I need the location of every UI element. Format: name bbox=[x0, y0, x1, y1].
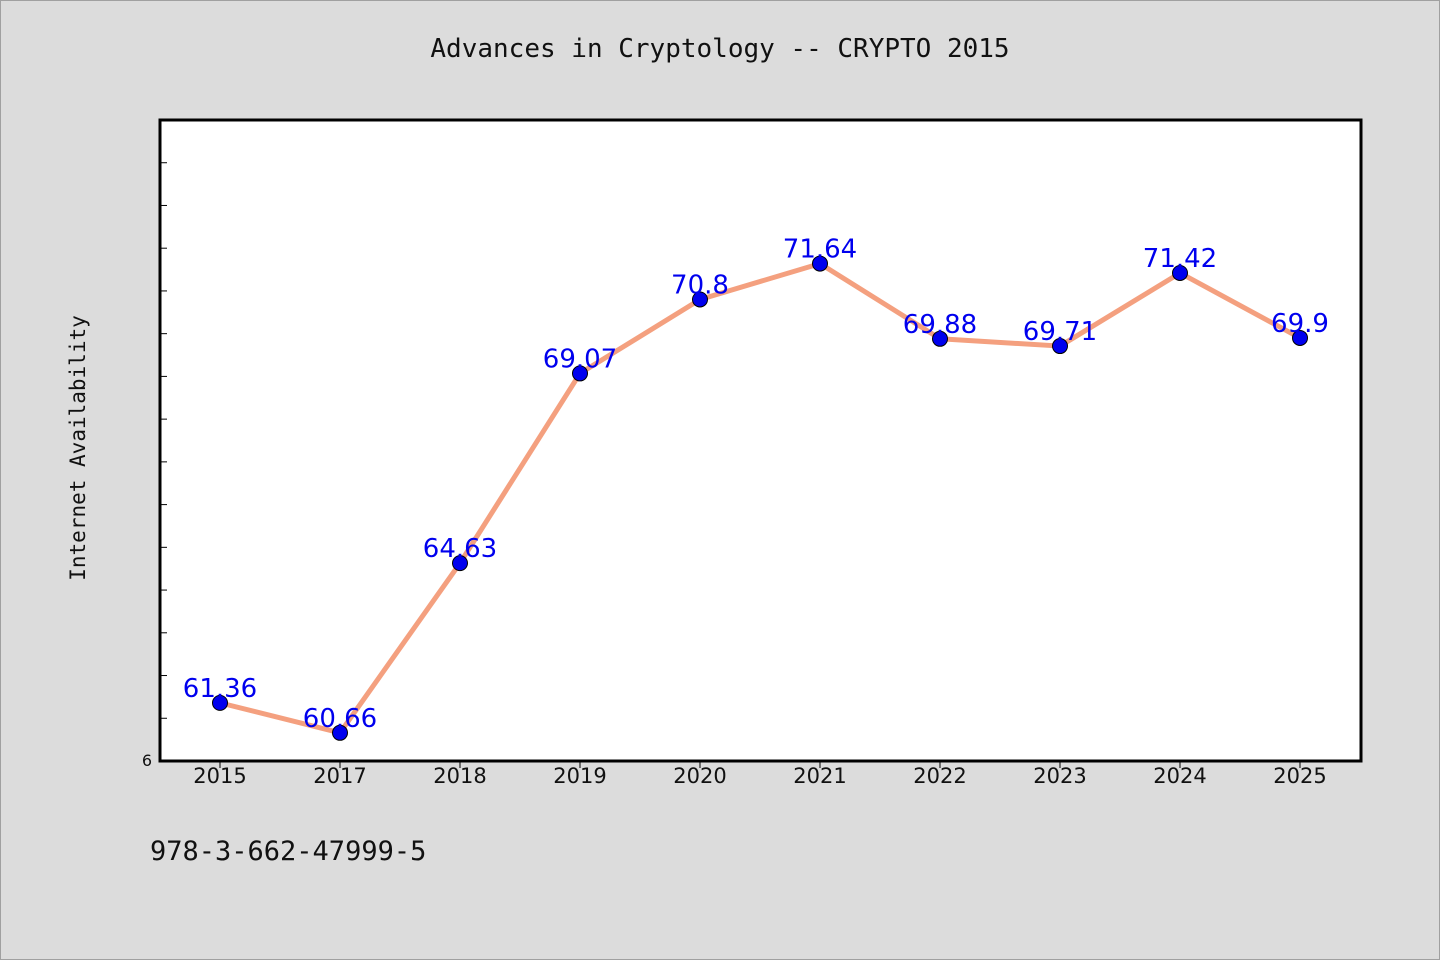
data-labels-layer: 61.36 60.66 64.63 69.07 70.8 71.64 69.88 69.71 7… bbox=[183, 235, 1329, 734]
x-tick-label: 2018 bbox=[433, 764, 486, 788]
chart-title: Advances in Cryptology -- CRYPTO 2015 bbox=[430, 34, 1010, 64]
data-label: 69.71 bbox=[1023, 317, 1097, 347]
plot-area bbox=[158, 118, 1363, 763]
data-point bbox=[1172, 264, 1188, 281]
data-label: 69.9 bbox=[1271, 309, 1329, 339]
series-line bbox=[219, 261, 1302, 736]
x-tick-label: 2025 bbox=[1273, 764, 1326, 788]
data-label: 64.63 bbox=[423, 534, 497, 564]
data-label: 61.36 bbox=[183, 674, 257, 704]
x-tick-label: 2015 bbox=[193, 764, 246, 788]
x-tick-label: 2023 bbox=[1033, 764, 1086, 788]
isbn-text: 978-3-662-47999-5 bbox=[150, 836, 427, 867]
x-tick-label: 2019 bbox=[553, 764, 606, 788]
data-label: 60.66 bbox=[303, 704, 377, 734]
x-tick-label: 2022 bbox=[913, 764, 966, 788]
data-label: 71.64 bbox=[783, 235, 857, 265]
y-tick-label: 6 bbox=[142, 751, 152, 770]
data-point bbox=[452, 555, 468, 572]
data-point bbox=[692, 291, 708, 308]
data-point bbox=[1052, 338, 1068, 355]
x-tick-label: 2017 bbox=[313, 764, 366, 788]
data-label: 69.88 bbox=[903, 310, 977, 340]
x-tick-label: 2020 bbox=[673, 764, 726, 788]
y-axis-ticks: 6 bbox=[142, 162, 167, 770]
x-axis-ticks: 2015 2017 2018 2019 2020 2021 2022 2023 2024 2025 bbox=[193, 761, 1327, 788]
data-label: 71.42 bbox=[1143, 244, 1217, 274]
data-label: 69.07 bbox=[543, 344, 617, 374]
data-point bbox=[332, 724, 348, 741]
data-point bbox=[812, 255, 828, 272]
data-point bbox=[212, 694, 228, 711]
series-line-layer bbox=[219, 261, 1302, 736]
x-tick-label: 2024 bbox=[1153, 764, 1206, 788]
data-point bbox=[932, 330, 948, 347]
x-tick-label: 2021 bbox=[793, 764, 846, 788]
data-point bbox=[572, 365, 588, 382]
data-points-layer bbox=[212, 255, 1308, 741]
data-label: 70.8 bbox=[671, 270, 729, 300]
data-point bbox=[1292, 329, 1308, 346]
